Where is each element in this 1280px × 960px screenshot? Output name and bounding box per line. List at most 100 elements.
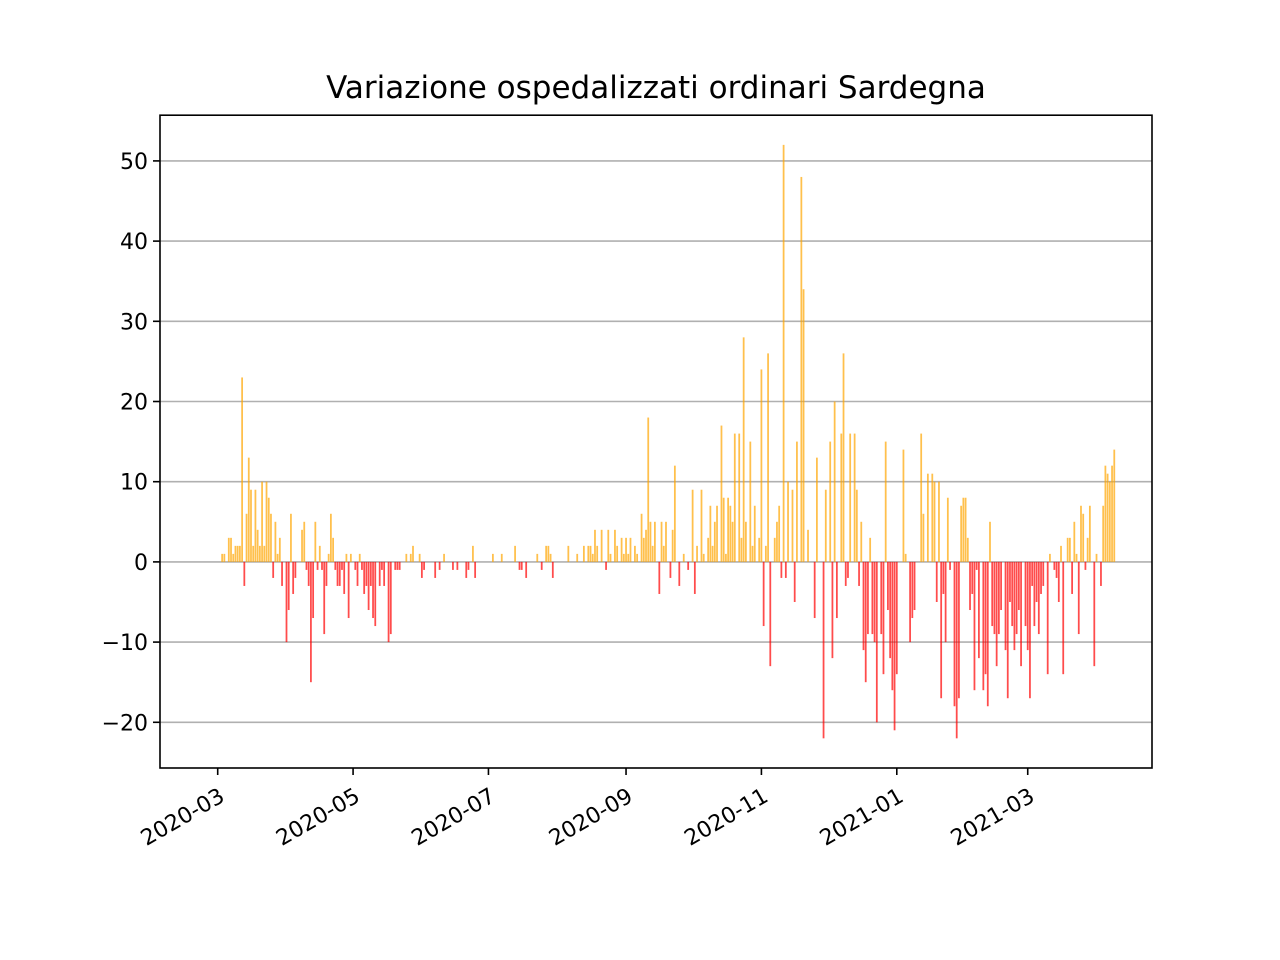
bar <box>325 561 328 586</box>
bar <box>374 561 377 627</box>
bar <box>518 561 521 570</box>
grid-lines <box>160 160 1152 724</box>
bar <box>372 561 374 619</box>
bar <box>398 561 401 570</box>
bar <box>782 144 785 562</box>
bar <box>946 497 949 562</box>
bar <box>682 553 685 562</box>
bar <box>911 561 914 619</box>
bar <box>607 529 610 562</box>
bar <box>272 561 275 578</box>
bar <box>997 561 1000 635</box>
bar <box>1011 561 1014 627</box>
bar <box>733 433 736 562</box>
bar <box>545 545 548 562</box>
bar <box>1029 561 1031 699</box>
bar <box>758 537 761 562</box>
bar <box>540 561 543 570</box>
bar <box>434 561 437 578</box>
bar <box>662 545 665 562</box>
bar <box>1080 505 1082 562</box>
bar <box>1049 553 1051 562</box>
bar <box>671 529 674 562</box>
bar <box>842 353 845 562</box>
bar <box>700 489 703 562</box>
bar <box>813 561 816 619</box>
bar <box>991 561 994 627</box>
bar <box>412 545 414 562</box>
bar <box>365 561 368 586</box>
bar <box>278 537 281 562</box>
bar <box>995 561 998 667</box>
bar <box>800 176 803 562</box>
bar <box>920 433 923 562</box>
bar <box>294 561 297 578</box>
bar <box>1042 561 1045 586</box>
bar <box>725 553 727 562</box>
bar <box>749 441 752 562</box>
bar <box>323 561 326 635</box>
bar <box>341 561 343 570</box>
bar <box>232 553 235 562</box>
bar <box>727 497 730 562</box>
bar <box>742 337 745 562</box>
bar <box>343 561 346 594</box>
bar <box>520 561 523 570</box>
bar <box>247 457 250 562</box>
bar <box>287 561 290 611</box>
bar <box>303 521 306 562</box>
bar <box>596 545 599 562</box>
bar <box>960 505 963 562</box>
bar <box>829 441 832 562</box>
bar <box>452 561 454 570</box>
bar <box>731 521 734 562</box>
bar <box>807 529 809 562</box>
bar <box>860 521 863 562</box>
y-tick-label: 20 <box>120 391 148 416</box>
bar <box>696 545 698 562</box>
bar <box>669 561 672 578</box>
y-tick-label: −10 <box>102 631 148 656</box>
bar <box>993 561 996 635</box>
bar <box>316 561 319 570</box>
bar <box>913 561 916 611</box>
bar <box>409 553 412 562</box>
bar <box>1113 449 1116 562</box>
bar <box>418 553 421 562</box>
bar <box>909 561 911 643</box>
bar <box>594 529 596 562</box>
bar <box>258 545 261 562</box>
bar <box>978 561 980 659</box>
x-tick-label: 2020-05 <box>272 784 364 852</box>
bar <box>551 561 554 578</box>
bar <box>762 561 765 627</box>
bar <box>1009 561 1011 602</box>
bar <box>709 505 712 562</box>
bar <box>1053 561 1056 570</box>
plot-frame <box>159 114 1153 769</box>
bar <box>791 489 794 562</box>
bar <box>962 497 965 562</box>
bar <box>605 561 607 570</box>
bar <box>363 561 366 594</box>
bar <box>1004 561 1007 651</box>
bar <box>321 561 323 570</box>
bar <box>902 449 905 562</box>
bar <box>849 433 852 562</box>
bar <box>549 553 552 562</box>
bar <box>290 513 292 562</box>
bar <box>1093 561 1096 667</box>
bar <box>354 561 357 570</box>
bar <box>1077 561 1080 635</box>
x-tick-label: 2020-11 <box>681 784 773 852</box>
bar <box>627 553 630 562</box>
bar <box>221 553 224 562</box>
bar <box>305 561 308 570</box>
y-tick-label: 10 <box>120 471 148 496</box>
bar <box>665 521 667 562</box>
bar <box>869 537 872 562</box>
bar <box>773 537 776 562</box>
bar <box>678 561 681 586</box>
bar <box>405 553 408 562</box>
